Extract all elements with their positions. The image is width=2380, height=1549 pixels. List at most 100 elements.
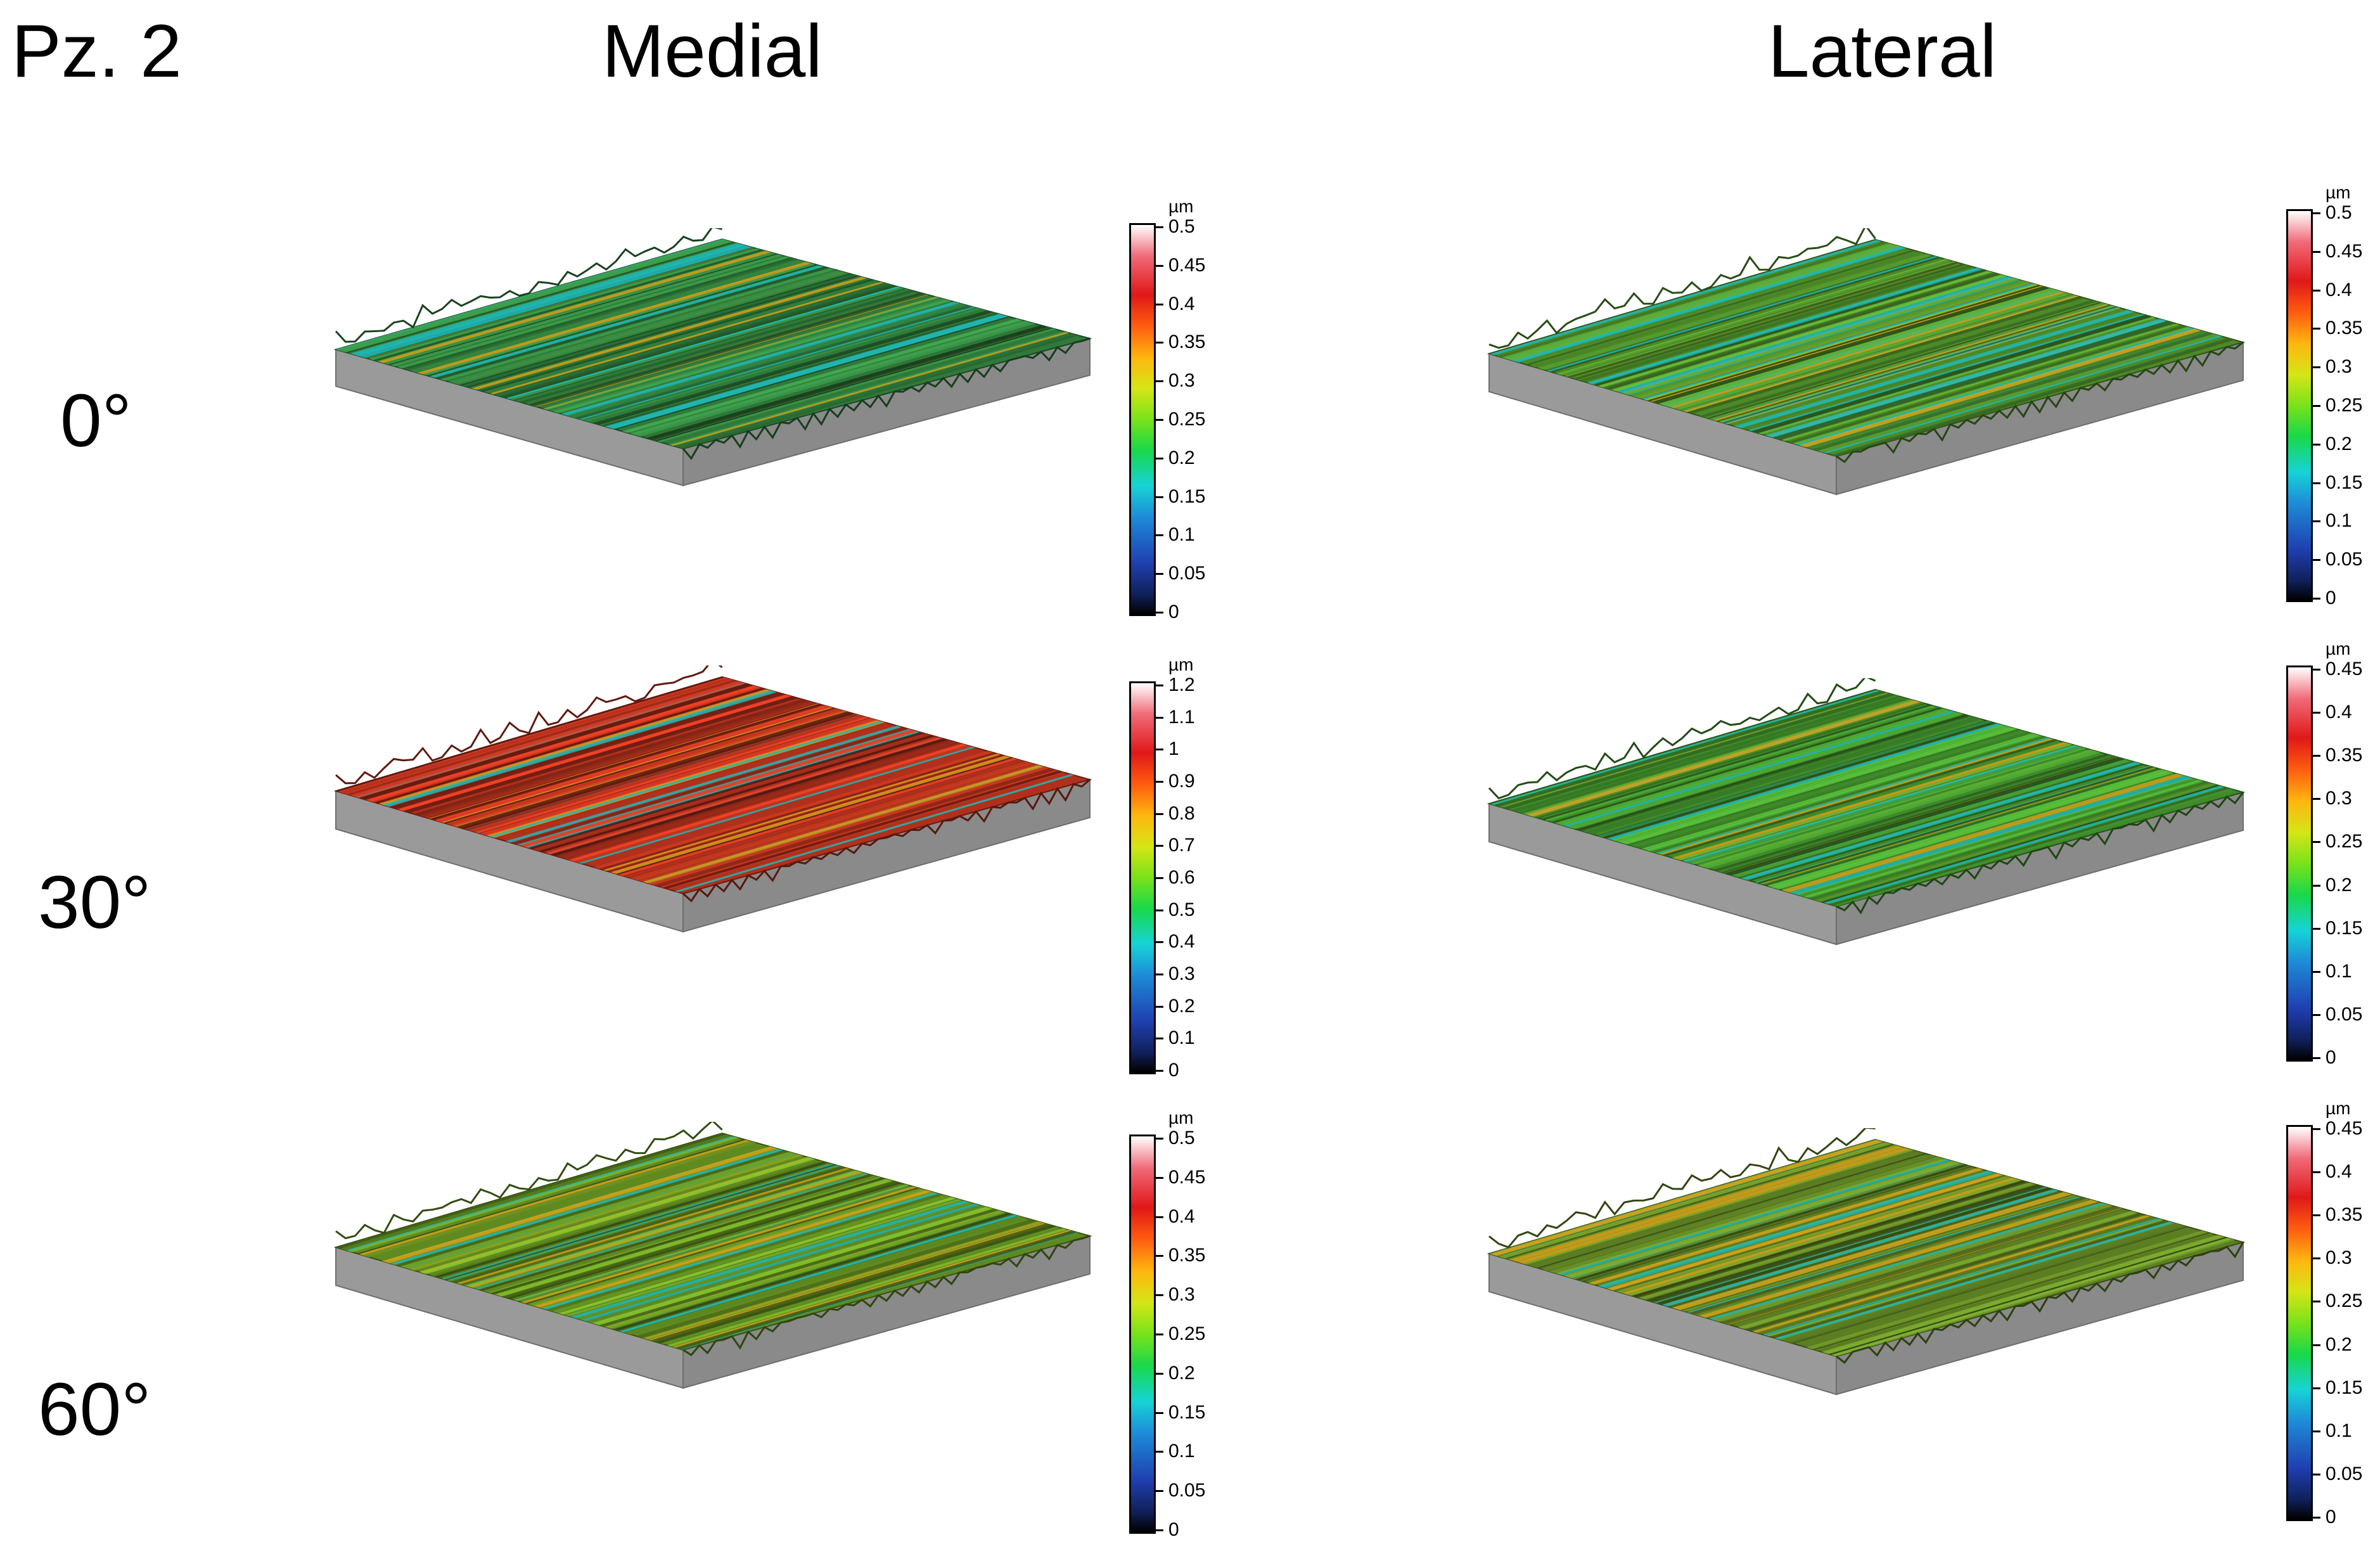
colorbar-medial-30 — [1129, 681, 1156, 1074]
colorbar-tick-label: 0.15 — [1168, 485, 1206, 507]
colorbar-unit-label: µm — [2326, 639, 2351, 659]
colorbar-tick-label: 0.35 — [1168, 1245, 1206, 1266]
colorbar-tick — [1156, 573, 1163, 575]
colorbar-tick — [1156, 813, 1163, 815]
colorbar-tick-label: 0.5 — [1168, 1128, 1195, 1148]
colorbar-tick-label: 0.9 — [1168, 771, 1195, 792]
surface-ridge — [1488, 678, 1876, 800]
colorbar-tick-label: 0.05 — [2326, 549, 2363, 570]
colorbar-tick — [1156, 1529, 1163, 1531]
colorbar-tick-label: 0.45 — [2326, 659, 2363, 679]
colorbar-tick — [2313, 1344, 2320, 1346]
colorbar-tick-label: 0.4 — [1168, 293, 1195, 314]
surface-texture — [336, 239, 1090, 449]
surface-texture — [1489, 1140, 2243, 1356]
row-label-30deg: 30° — [38, 861, 151, 944]
colorbar-tick-label: 0.45 — [1168, 254, 1206, 276]
colorbar-tick — [1156, 534, 1163, 537]
colorbar-tick — [2313, 443, 2320, 446]
colorbar-tick — [1156, 264, 1163, 267]
surface-medial-0 — [333, 228, 1092, 487]
colorbar-tick-label: 0.3 — [2326, 788, 2352, 809]
surface-texture — [336, 1133, 1090, 1350]
colorbar-tick-label: 0.1 — [1168, 1441, 1195, 1462]
colorbar-tick-label: 0.15 — [2326, 917, 2363, 939]
colorbar-tick — [2313, 212, 2320, 214]
colorbar-unit-label: µm — [1168, 196, 1194, 216]
colorbar-tick-label: 0.3 — [1168, 1284, 1195, 1306]
colorbar-tick — [2313, 1473, 2320, 1475]
colorbar-tick — [1156, 1334, 1163, 1335]
colorbar-tick — [1156, 716, 1163, 719]
colorbar-tick-label: 0.25 — [1168, 409, 1206, 430]
colorbar-tick — [2313, 927, 2320, 930]
row-label-0deg: 0° — [60, 379, 132, 463]
colorbar-tick — [1156, 781, 1163, 783]
surface-ridge — [1488, 228, 1876, 349]
colorbar-tick-label: 0.15 — [2326, 1377, 2363, 1398]
colorbar-unit-label: µm — [2326, 183, 2351, 202]
colorbar-tick-label: 0.2 — [1168, 1362, 1195, 1384]
colorbar-medial-0 — [1129, 223, 1156, 616]
colorbar-lateral-60 — [2286, 1125, 2313, 1521]
colorbar-tick-label: 0.4 — [1168, 931, 1195, 953]
surface-front-edge — [1836, 792, 2244, 915]
surface-front-edge — [1836, 1242, 2244, 1364]
colorbar-tick — [1156, 1490, 1163, 1493]
colorbar-tick — [1156, 1216, 1163, 1218]
surface-texture — [336, 677, 1090, 894]
colorbar-tick-label: 0 — [2326, 588, 2336, 608]
colorbar-tick-label: 1.2 — [1168, 674, 1195, 695]
colorbar-tick-label: 0.3 — [2326, 356, 2352, 378]
colorbar-tick-label: 0.4 — [1168, 1205, 1195, 1227]
colorbar-tick — [1156, 457, 1163, 460]
column-title-medial: Medial — [602, 10, 822, 93]
colorbar-tick-label: 0.05 — [2326, 1003, 2363, 1025]
surface-medial-30 — [333, 665, 1092, 933]
colorbar-tick-label: 0.2 — [2326, 433, 2352, 454]
colorbar-tick-label: 0.2 — [1168, 995, 1195, 1017]
colorbar-tick — [2313, 1171, 2320, 1174]
colorbar-tick — [2313, 669, 2320, 671]
colorbar-tick-label: 0 — [1168, 1060, 1179, 1081]
colorbar-tick-label: 0.7 — [1168, 835, 1195, 856]
colorbar-tick — [2313, 1257, 2320, 1260]
colorbar-tick — [2313, 250, 2320, 253]
colorbar-tick-label: 0.3 — [1168, 963, 1195, 984]
surface-ridge — [335, 665, 723, 785]
colorbar-tick — [2313, 884, 2320, 887]
colorbar-tick — [1156, 749, 1163, 751]
colorbar-tick-label: 0.35 — [2326, 318, 2363, 339]
colorbar-tick — [2313, 559, 2320, 562]
colorbar-tick — [2313, 755, 2320, 757]
colorbar-tick-label: 0.15 — [2326, 472, 2363, 493]
colorbar-tick — [2313, 1301, 2320, 1303]
colorbar-tick-label: 0.1 — [2326, 510, 2352, 532]
surface-front-edge — [1836, 341, 2244, 463]
surface-lateral-0 — [1487, 228, 2246, 496]
colorbar-tick-label: 0.45 — [2326, 1118, 2363, 1139]
colorbar-tick-label: 0.05 — [1168, 1480, 1206, 1501]
colorbar-tick-label: 0.3 — [2326, 1247, 2352, 1269]
colorbar-tick — [2313, 598, 2320, 600]
colorbar-tick — [2313, 712, 2320, 714]
colorbar-tick — [1156, 1176, 1163, 1179]
colorbar-tick-label: 0.45 — [1168, 1166, 1206, 1188]
colorbar-tick — [1156, 1411, 1163, 1414]
colorbar-tick — [1156, 1255, 1163, 1257]
colorbar-tick-label: 0.2 — [1168, 447, 1195, 468]
colorbar-tick — [1156, 685, 1163, 686]
colorbar-tick — [2313, 1013, 2320, 1016]
colorbar-tick-label: 0.25 — [2326, 1290, 2363, 1312]
colorbar-tick-label: 0.15 — [1168, 1401, 1206, 1423]
colorbar-tick — [2313, 366, 2320, 369]
colorbar-tick — [1156, 612, 1163, 614]
colorbar-tick — [2313, 482, 2320, 484]
colorbar-unit-label: µm — [2326, 1098, 2351, 1118]
colorbar-tick — [2313, 405, 2320, 407]
surface-ridge — [1488, 1128, 1876, 1249]
colorbar-tick-label: 0.8 — [1168, 802, 1195, 824]
surface-front-edge — [682, 1235, 1091, 1356]
colorbar-tick-label: 0.1 — [2326, 960, 2352, 982]
surface-front-edge — [682, 778, 1091, 903]
